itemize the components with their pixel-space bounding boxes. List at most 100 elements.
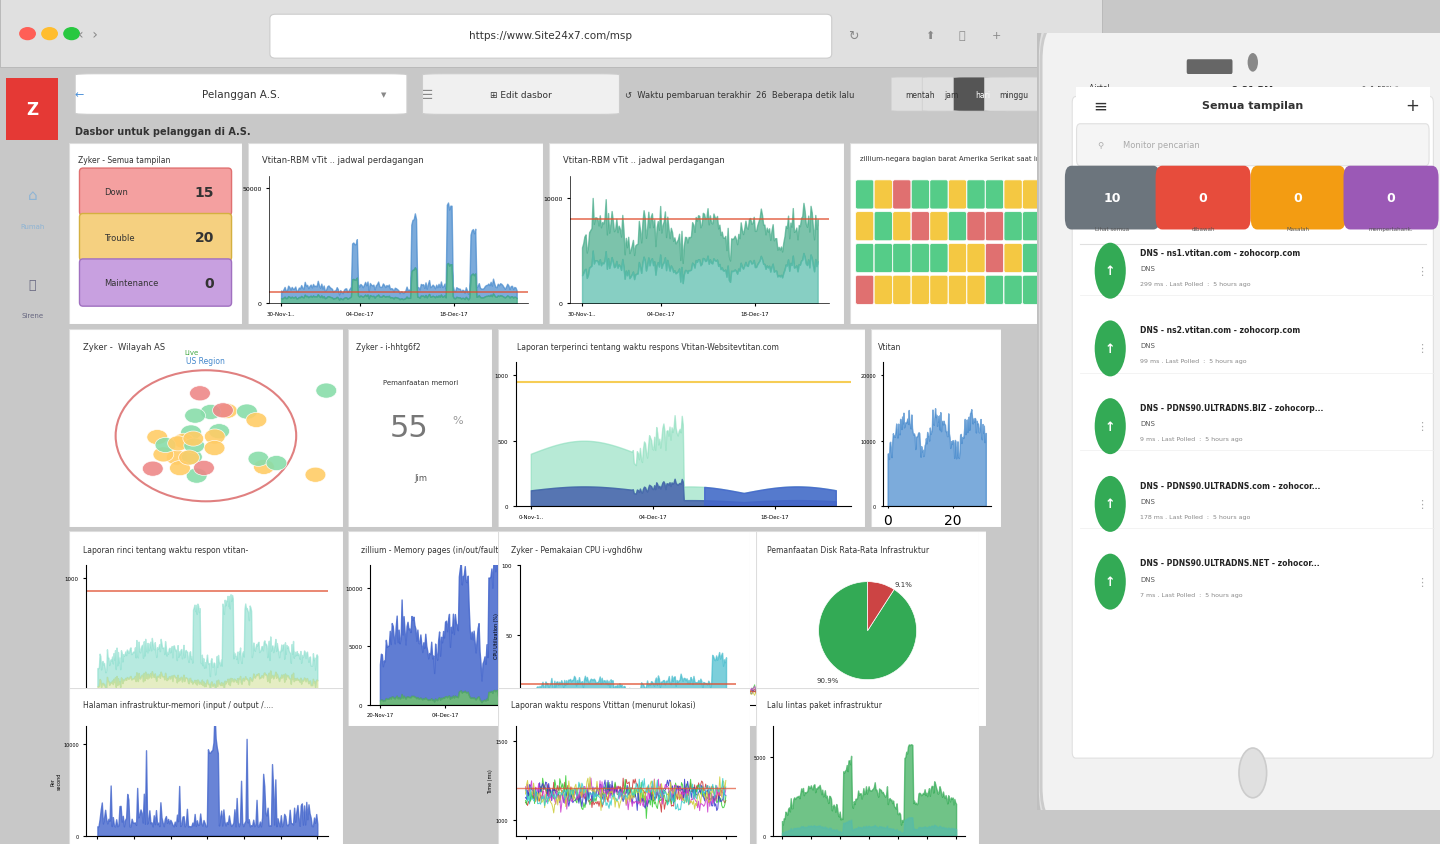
Text: ↑: ↑	[1104, 343, 1116, 355]
FancyBboxPatch shape	[0, 0, 1102, 68]
Text: Laporan rinci tentang waktu respon vtitan-: Laporan rinci tentang waktu respon vtita…	[84, 545, 248, 555]
Text: Zyker - Semua tampilan: Zyker - Semua tampilan	[78, 156, 170, 165]
FancyBboxPatch shape	[855, 181, 874, 209]
Text: 9.1%: 9.1%	[894, 582, 913, 587]
FancyBboxPatch shape	[850, 143, 1051, 325]
FancyBboxPatch shape	[1064, 166, 1159, 230]
FancyBboxPatch shape	[422, 74, 619, 116]
Text: ⋮: ⋮	[1416, 577, 1427, 587]
Text: https://www.Site24x7.com/msp: https://www.Site24x7.com/msp	[469, 31, 632, 41]
FancyBboxPatch shape	[1004, 276, 1022, 305]
Text: zillium - Memory pages (in/out/fault) of i-ju...: zillium - Memory pages (in/out/fault) of…	[361, 545, 533, 555]
Circle shape	[183, 431, 203, 446]
Text: mempertahank.: mempertahank.	[1369, 227, 1413, 232]
FancyBboxPatch shape	[985, 276, 1004, 305]
FancyBboxPatch shape	[893, 181, 912, 209]
Text: 178 ms . Last Polled  :  5 hours ago: 178 ms . Last Polled : 5 hours ago	[1140, 514, 1251, 519]
Circle shape	[184, 439, 204, 453]
Circle shape	[204, 441, 225, 456]
FancyBboxPatch shape	[985, 213, 1004, 241]
FancyBboxPatch shape	[893, 244, 912, 273]
FancyBboxPatch shape	[1250, 166, 1345, 230]
Text: DNS - ns2.vtitan.com - zohocorp.com: DNS - ns2.vtitan.com - zohocorp.com	[1140, 326, 1300, 335]
Text: Laporan terperinci tentang waktu respons Vtitan-Websitevtitan.com: Laporan terperinci tentang waktu respons…	[517, 343, 779, 352]
FancyBboxPatch shape	[549, 143, 844, 325]
Circle shape	[1247, 54, 1259, 73]
Y-axis label: CPU Utilization (%): CPU Utilization (%)	[602, 612, 606, 658]
Circle shape	[181, 450, 202, 465]
Text: Pemanfaatan Disk Rata-Rata Infrastruktur: Pemanfaatan Disk Rata-Rata Infrastruktur	[768, 545, 929, 555]
Text: Lalu lintas paket infrastruktur: Lalu lintas paket infrastruktur	[768, 700, 883, 709]
Circle shape	[153, 447, 174, 463]
Circle shape	[184, 408, 206, 424]
FancyBboxPatch shape	[7, 79, 58, 141]
FancyBboxPatch shape	[874, 244, 893, 273]
Circle shape	[193, 461, 215, 476]
Circle shape	[173, 434, 194, 449]
Text: ⧉: ⧉	[959, 31, 965, 41]
FancyBboxPatch shape	[966, 244, 985, 273]
Circle shape	[1238, 748, 1267, 798]
FancyBboxPatch shape	[949, 244, 966, 273]
FancyBboxPatch shape	[1077, 125, 1428, 166]
Circle shape	[266, 456, 287, 471]
Text: ⊞ Edit dasbor: ⊞ Edit dasbor	[490, 90, 552, 100]
FancyBboxPatch shape	[966, 213, 985, 241]
FancyBboxPatch shape	[1187, 60, 1233, 75]
Text: Laporan waktu respons Vtittan (menurut lokasi): Laporan waktu respons Vtittan (menurut l…	[511, 700, 696, 709]
FancyBboxPatch shape	[874, 181, 893, 209]
Circle shape	[1094, 321, 1126, 377]
Text: Maintenance: Maintenance	[104, 279, 158, 288]
FancyBboxPatch shape	[930, 181, 948, 209]
FancyBboxPatch shape	[855, 244, 874, 273]
Text: ⊙ ↑ 55% ▮: ⊙ ↑ 55% ▮	[1361, 85, 1398, 91]
Text: Masalah: Masalah	[1287, 227, 1309, 232]
Text: zillium-negara bagian barat Amerika Serikat saat ini: zillium-negara bagian barat Amerika Seri…	[860, 156, 1043, 162]
FancyBboxPatch shape	[949, 276, 966, 305]
FancyBboxPatch shape	[874, 276, 893, 305]
FancyBboxPatch shape	[269, 15, 832, 59]
Text: ↺  Waktu pembaruan terakhir  26  Beberapa detik lalu: ↺ Waktu pembaruan terakhir 26 Beberapa d…	[625, 90, 854, 100]
FancyBboxPatch shape	[985, 78, 1043, 112]
Text: ‹  ›: ‹ ›	[78, 29, 98, 42]
Text: Pemanfaatan memori: Pemanfaatan memori	[383, 380, 458, 386]
Circle shape	[166, 451, 187, 466]
Text: 10: 10	[1103, 192, 1122, 205]
FancyBboxPatch shape	[79, 169, 232, 216]
Text: Trouble: Trouble	[104, 233, 134, 242]
Text: Jim: Jim	[413, 473, 428, 483]
Y-axis label: Per Second: Per Second	[337, 619, 343, 651]
Text: +: +	[1405, 97, 1420, 115]
FancyBboxPatch shape	[69, 532, 343, 726]
Circle shape	[253, 460, 274, 475]
FancyBboxPatch shape	[966, 276, 985, 305]
FancyBboxPatch shape	[985, 181, 1004, 209]
Circle shape	[143, 462, 163, 477]
Text: ⋮: ⋮	[1416, 344, 1427, 354]
Text: mentah: mentah	[906, 90, 935, 100]
Wedge shape	[818, 582, 917, 679]
Y-axis label: CPU Utilization (%): CPU Utilization (%)	[494, 612, 498, 658]
Circle shape	[200, 405, 220, 420]
FancyBboxPatch shape	[248, 143, 543, 325]
Text: DNS - ns1.vtitan.com - zohocorp.com: DNS - ns1.vtitan.com - zohocorp.com	[1140, 248, 1300, 257]
Text: 20: 20	[194, 231, 215, 245]
Text: ↻: ↻	[848, 30, 858, 43]
Text: Lihat semua: Lihat semua	[1096, 227, 1129, 232]
Text: 7 ms . Last Polled  :  5 hours ago: 7 ms . Last Polled : 5 hours ago	[1140, 592, 1243, 597]
Circle shape	[147, 430, 167, 445]
Text: ⚲: ⚲	[1097, 141, 1103, 150]
Text: Vtitan-RBM vTit .. jadwal perdagangan: Vtitan-RBM vTit .. jadwal perdagangan	[563, 156, 726, 165]
Text: ▼: ▼	[382, 92, 386, 98]
FancyBboxPatch shape	[1022, 276, 1041, 305]
Text: Zyker - Pemakaian CPU i-vghd6hw: Zyker - Pemakaian CPU i-vghd6hw	[511, 545, 642, 555]
Circle shape	[180, 425, 202, 441]
Text: %: %	[452, 415, 462, 425]
FancyBboxPatch shape	[893, 276, 912, 305]
Circle shape	[216, 404, 238, 419]
FancyBboxPatch shape	[874, 213, 893, 241]
Circle shape	[248, 452, 269, 467]
Text: DNS - PDNS90.ULTRADNS.NET - zohocor...: DNS - PDNS90.ULTRADNS.NET - zohocor...	[1140, 559, 1320, 568]
FancyBboxPatch shape	[606, 532, 851, 726]
FancyBboxPatch shape	[756, 532, 979, 726]
